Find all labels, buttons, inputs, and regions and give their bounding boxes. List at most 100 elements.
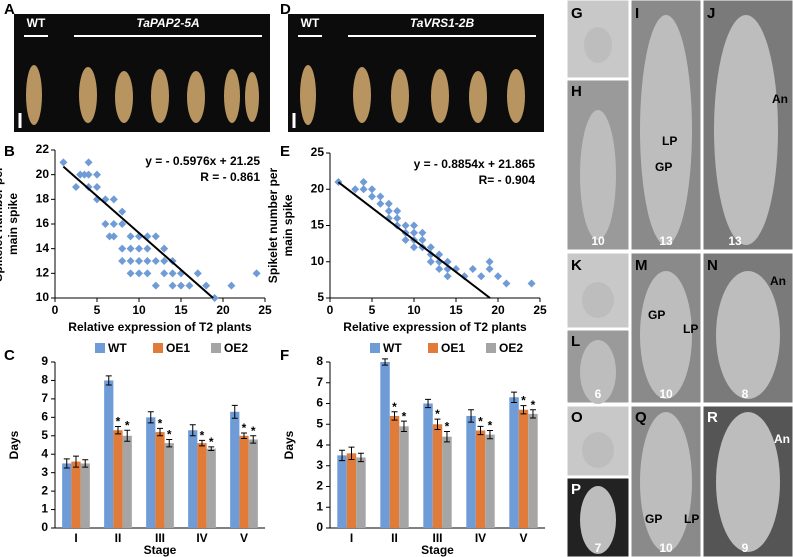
x-tick-label: 5 — [94, 303, 101, 317]
label: TaPAP2-5A — [136, 16, 199, 30]
legend-label: OE2 — [499, 341, 523, 355]
significance: * — [531, 398, 536, 412]
panel-label: L — [571, 333, 580, 350]
bar — [423, 403, 433, 528]
panel-label: C — [4, 347, 15, 364]
bar — [197, 443, 207, 528]
point — [59, 158, 68, 167]
error-bar — [208, 446, 215, 452]
bar — [528, 413, 538, 528]
panel-label: M — [635, 257, 648, 274]
y-tick-label: 4 — [41, 446, 48, 460]
x-tick-label: V — [519, 531, 527, 545]
bar — [164, 443, 174, 528]
bar — [399, 426, 409, 528]
point — [126, 244, 135, 253]
error-bar — [520, 405, 527, 415]
point — [401, 221, 410, 230]
point — [168, 281, 177, 290]
stage-number: 13 — [728, 234, 742, 248]
y-axis-label: Days — [7, 430, 21, 459]
legend-swatch — [95, 343, 105, 353]
point — [393, 214, 402, 223]
point — [410, 221, 418, 230]
bar — [248, 439, 258, 528]
significance: * — [402, 409, 407, 423]
point — [368, 192, 376, 201]
panel-label: P — [571, 481, 581, 498]
point — [160, 244, 169, 253]
equation: y = - 0.5976x + 21.25 — [145, 154, 260, 168]
error-bar — [486, 429, 493, 440]
point — [393, 207, 402, 215]
bar — [206, 448, 216, 528]
annotation: An — [772, 92, 788, 106]
point — [151, 232, 160, 241]
point — [359, 178, 368, 186]
bar — [146, 417, 156, 528]
point — [76, 170, 85, 179]
point — [502, 279, 511, 288]
point — [193, 269, 202, 278]
point — [494, 272, 502, 281]
point — [143, 244, 152, 253]
significance: * — [445, 420, 450, 434]
point — [135, 257, 143, 265]
y-tick-label: 16 — [36, 216, 50, 230]
error-bar — [468, 409, 475, 423]
bar — [337, 455, 347, 528]
annotation: GP — [645, 512, 662, 526]
point — [185, 281, 194, 290]
point — [135, 269, 143, 278]
point — [160, 257, 169, 265]
point — [202, 281, 211, 290]
point — [126, 269, 135, 278]
stage-number: 13 — [659, 234, 673, 248]
error-bar — [147, 411, 154, 424]
y-tick-label: 5 — [41, 428, 48, 442]
point — [443, 272, 452, 281]
significance: * — [435, 407, 440, 421]
point — [109, 195, 118, 204]
significance: * — [478, 414, 483, 428]
y-tick-label: 7 — [316, 375, 323, 389]
point — [160, 269, 169, 278]
y-tick-label: 20 — [36, 167, 50, 181]
y-tick-label: 8 — [41, 373, 48, 387]
point — [485, 265, 494, 273]
error-bar — [166, 438, 173, 448]
point — [151, 257, 160, 265]
point — [368, 185, 376, 194]
y-axis-label: Spikelet number per — [266, 167, 280, 283]
x-tick-label: I — [74, 531, 77, 545]
point — [143, 257, 152, 265]
y-tick-label: 10 — [311, 254, 325, 268]
stage-number: 7 — [595, 541, 602, 555]
point — [72, 183, 80, 191]
x-tick-label: IV — [196, 531, 207, 545]
error-bar — [157, 427, 163, 437]
x-axis-label: Stage — [144, 543, 177, 557]
bar — [188, 430, 198, 528]
point — [168, 269, 177, 278]
x-axis-label: Stage — [421, 543, 454, 557]
panel-label: I — [635, 5, 639, 22]
bar — [71, 461, 81, 528]
point — [84, 183, 93, 191]
y-tick-label: 2 — [316, 479, 323, 493]
error-bar — [250, 435, 257, 444]
bar — [230, 411, 240, 528]
spikelets — [580, 15, 780, 554]
point — [485, 257, 494, 266]
annotation: GP — [655, 160, 672, 174]
bar — [475, 430, 486, 528]
bar — [113, 430, 123, 528]
x-tick-label: II — [391, 531, 398, 545]
point — [351, 185, 360, 194]
equation: y = - 0.8854x + 21.865 — [414, 157, 536, 171]
error-bar — [199, 439, 205, 447]
error-bar — [189, 424, 196, 437]
annotation: GP — [648, 308, 665, 322]
error-bar — [425, 398, 432, 409]
y-tick-label: 0 — [316, 520, 323, 534]
